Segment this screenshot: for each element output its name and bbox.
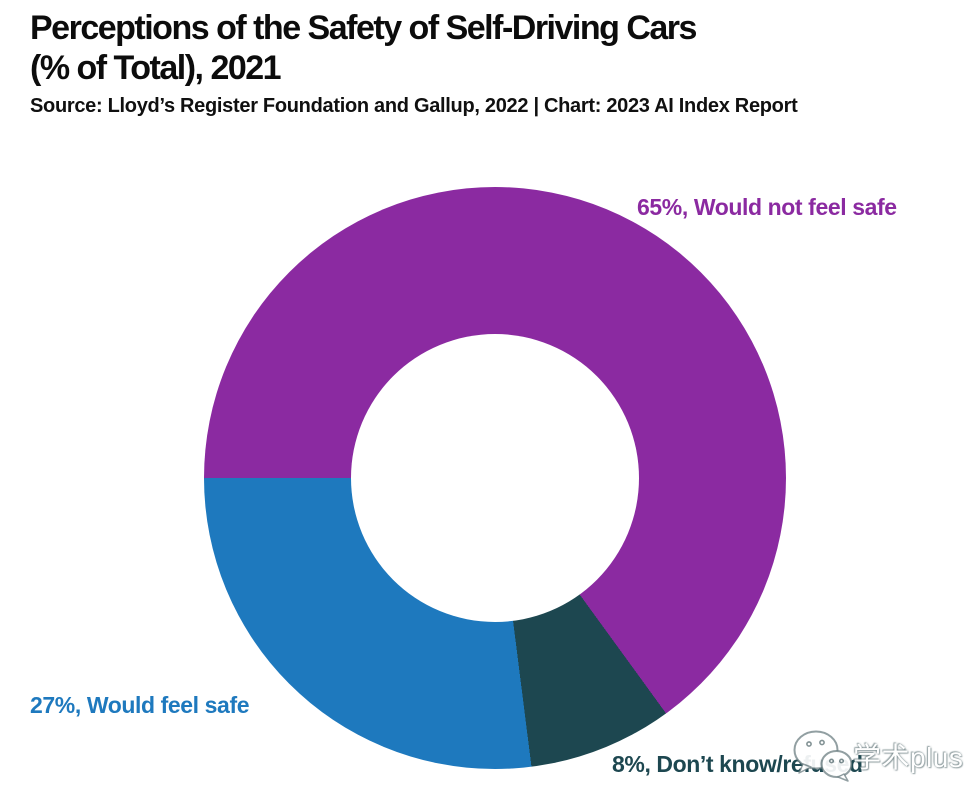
chart-title: Perceptions of the Safety of Self-Drivin…	[30, 8, 960, 88]
chart-title-line2: (% of Total), 2021	[30, 49, 282, 87]
watermark-text: 学术plus	[853, 742, 964, 773]
wechat-icon	[793, 730, 852, 782]
watermark: 学术plus	[790, 729, 963, 783]
slice-label-would-not-feel-safe: 65%, Would not feel safe	[637, 194, 897, 220]
chart-title-line1: Perceptions of the Safety of Self-Drivin…	[30, 9, 697, 47]
chart-source-caption: Source: Lloyd’s Register Foundation and …	[30, 95, 798, 117]
chart-header: Perceptions of the Safety of Self-Drivin…	[30, 8, 960, 118]
slice-label-would-feel-safe: 27%, Would feel safe	[30, 692, 250, 718]
donut-hole	[351, 334, 639, 622]
donut-chart	[204, 187, 786, 769]
